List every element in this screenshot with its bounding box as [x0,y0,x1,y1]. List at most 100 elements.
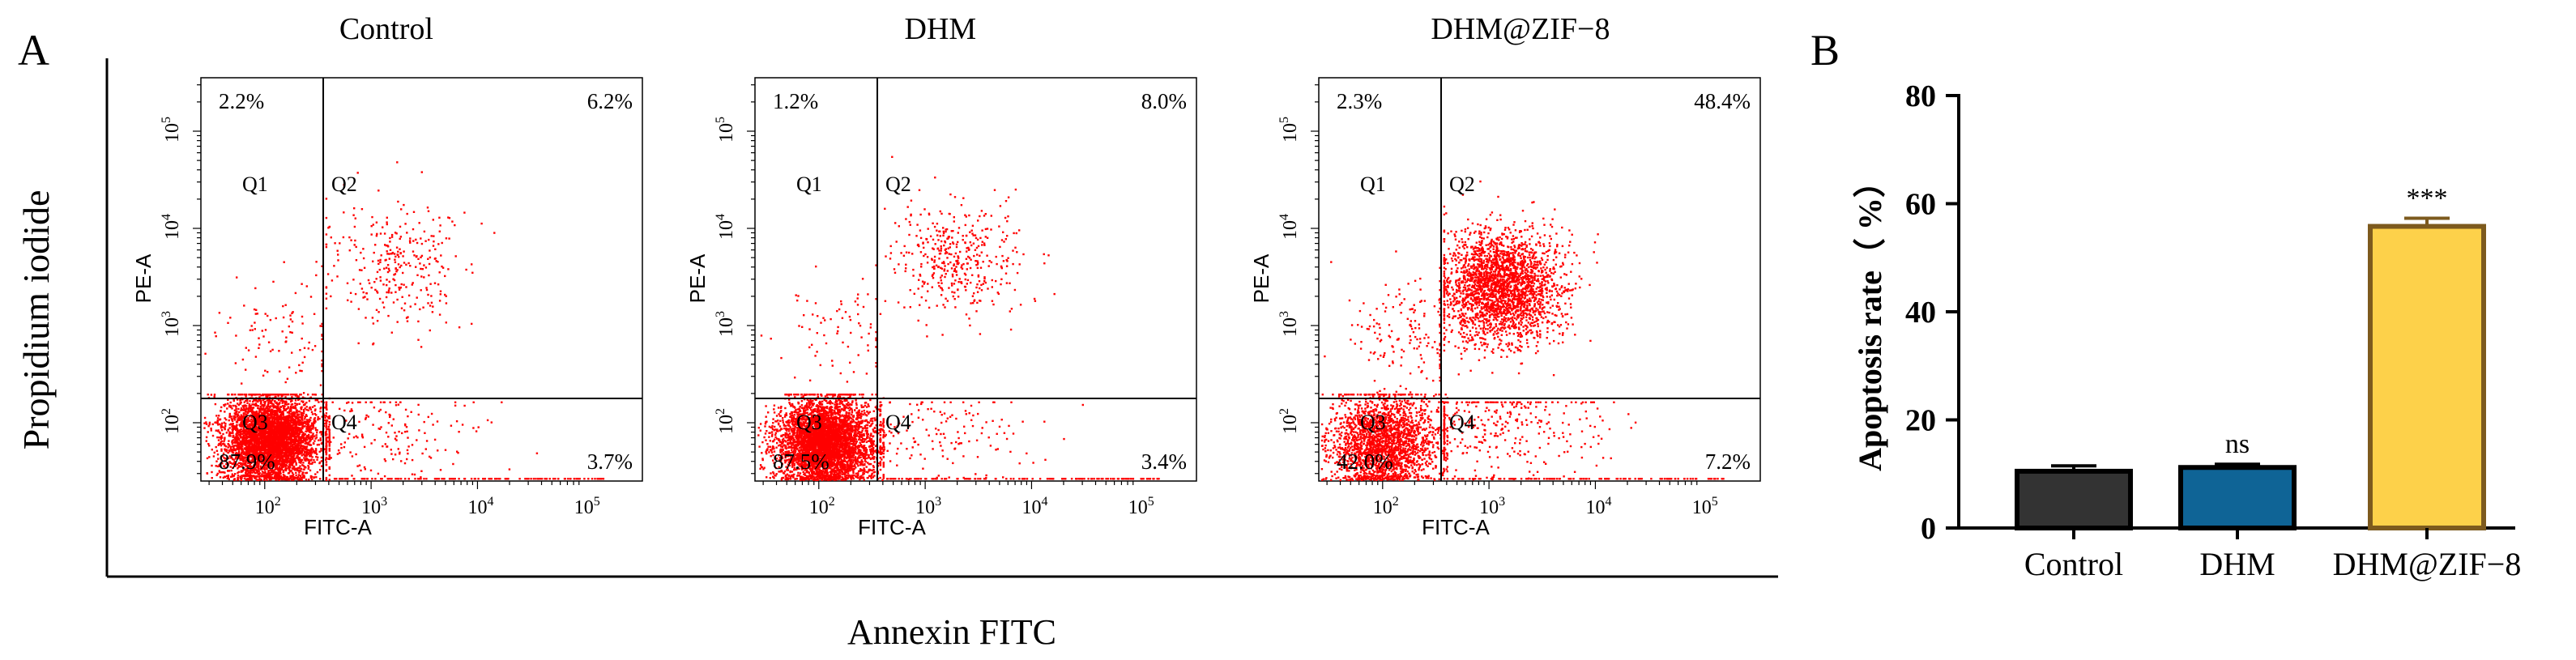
event-dot [207,443,210,445]
event-dot [260,466,262,469]
event-dot [296,411,298,414]
event-dot [229,434,232,436]
event-dot [357,308,360,310]
event-dot [395,255,397,258]
event-dot [232,445,235,447]
event-dot [261,471,264,473]
event-dot [420,242,424,245]
event-dot [429,283,432,285]
event-dot [255,448,258,450]
event-dot [279,439,283,442]
event-dot [279,452,281,455]
event-dot [229,448,232,450]
event-dot [203,427,206,429]
event-dot [390,292,393,294]
event-dot [306,439,309,441]
event-dot [301,458,304,462]
event-dot [271,422,274,425]
event-dot [282,428,285,431]
event-dot [296,413,299,415]
event-dot [305,420,308,424]
event-dot [314,408,317,411]
event-dot [245,414,248,416]
event-dot [401,296,403,298]
event-dot [437,449,439,452]
event-dot [245,461,247,464]
event-dot [406,320,409,322]
event-dot [210,429,212,432]
event-dot [275,407,278,409]
event-dot [373,281,376,283]
event-dot [437,283,440,286]
event-dot [400,208,403,211]
event-dot [258,477,261,480]
event-dot [295,451,297,454]
event-dot [232,475,236,477]
event-dot [224,443,226,445]
event-dot [232,441,235,444]
event-dot [298,477,301,479]
event-dot [432,219,434,221]
event-dot [409,237,412,240]
event-dot [305,406,308,408]
event-dot [407,445,410,448]
event-dot [250,424,254,427]
event-dot [317,419,319,421]
event-dot [309,453,313,457]
event-dot [260,468,263,471]
event-dot [352,279,355,281]
event-dot [224,425,227,428]
event-dot [233,449,236,451]
event-dot [266,428,268,430]
event-dot [245,419,247,422]
event-dot [249,409,252,411]
event-dot [235,445,238,447]
event-dot [434,248,437,250]
event-dot [232,439,235,441]
event-dot [328,420,331,424]
event-dot [390,449,392,451]
event-dot [241,405,244,407]
event-dot [257,407,259,410]
event-dot [379,258,382,262]
event-dot [252,450,255,453]
event-dot [296,432,299,434]
event-dot [302,400,305,402]
event-dot [279,475,283,478]
event-dot [234,428,237,430]
event-dot [275,419,279,421]
event-dot [289,463,292,466]
event-dot [246,411,249,413]
event-dot [390,233,394,236]
event-dot [227,476,229,479]
event-dot [224,436,226,439]
event-dot [225,450,228,453]
event-dot [247,435,249,438]
event-dot [445,321,447,324]
event-dot [260,411,263,414]
event-dot [241,429,244,432]
event-dot [316,432,318,434]
event-dot [285,460,288,462]
event-dot [296,456,299,458]
event-dot [262,422,266,424]
event-dot [249,465,253,468]
event-dot [219,432,222,435]
event-dot [299,394,301,396]
event-dot [214,402,217,406]
event-dot [270,478,272,481]
event-dot [257,479,260,481]
event-dot [403,309,406,312]
event-dot [281,465,284,467]
event-dot [208,421,211,424]
event-dot [298,469,301,472]
event-dot [259,460,262,462]
event-dot [311,437,313,441]
event-dot [232,399,235,402]
event-dot [301,441,305,444]
event-dot [284,436,286,438]
event-dot [237,455,240,458]
event-dot [420,289,422,292]
event-dot [232,404,234,407]
event-dot [258,399,261,402]
